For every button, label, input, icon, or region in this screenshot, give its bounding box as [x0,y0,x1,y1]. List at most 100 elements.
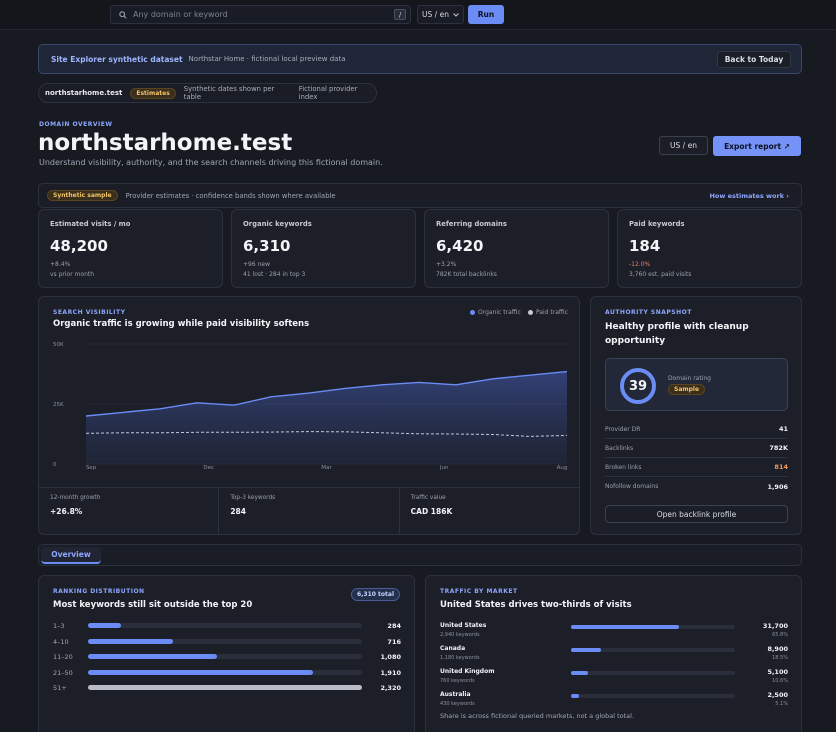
market-visits: 5,100 [767,668,788,676]
stat-value: +26.8% [50,507,83,516]
stat-growth: 12-month growth +26.8% [39,488,220,535]
kpi-sub: 3,760 est. paid visits [629,271,692,278]
search-visibility-card: SEARCH VISIBILITY Organic traffic is gro… [38,296,580,535]
banner-text: Northstar Home · fictional local preview… [188,55,346,63]
market-name: Canada [440,645,466,652]
market-keywords: 760 keywords [440,678,475,684]
ranking-bar [88,669,313,675]
stat-label: Traffic value [410,495,446,501]
ranking-overline: RANKING DISTRIBUTION [53,588,145,595]
legend-organic-label: Organic traffic [478,309,521,316]
legend-paid: Paid traffic [528,309,568,316]
ranking-title: Most keywords still sit outside the top … [53,600,253,610]
visibility-overline: SEARCH VISIBILITY [53,309,126,316]
ranking-count: 1,080 [380,653,401,661]
top-bar: Any domain or keyword / US / en Run [0,0,836,30]
x-tick-label: Jun [439,465,449,471]
authority-row: Backlinks 782K [605,439,788,458]
market-row: Australia 430 keywords 2,500 5.1% [440,691,788,713]
market-overline: TRAFFIC BY MARKET [440,588,518,595]
market-bar-track [571,648,735,652]
ranking-bucket-label: 51+ [53,684,67,692]
how-estimates-work-link[interactable]: How estimates work › [709,191,789,200]
visibility-stats: 12-month growth +26.8% Top-3 keywords 28… [39,487,579,535]
domain-rating-score: 39 [620,368,656,404]
export-report-button[interactable]: Export report ↗ [713,136,801,156]
market-row: United Kingdom 760 keywords 5,100 10.6% [440,668,788,690]
ranking-bar-track [88,654,362,659]
authority-overline: AUTHORITY SNAPSHOT [605,309,692,316]
legend-organic-swatch [470,310,475,315]
ranking-bucket-label: 11–20 [53,653,73,661]
section-tabs: Overview [38,544,802,566]
visibility-title: Organic traffic is growing while paid vi… [53,319,310,329]
x-tick-label: Aug [557,465,568,471]
run-button[interactable]: Run [468,5,504,24]
ranking-bar [88,654,217,659]
y-tick-label: 0 [53,462,57,468]
authority-row: Nofollow domains 1,906 [605,477,788,496]
ranking-count: 1,910 [380,668,401,677]
chevron-down-icon [453,12,459,17]
ranking-bar-track [88,638,362,644]
kpi-value: 48,200 [50,237,108,255]
kpi-sub: vs prior month [50,271,95,278]
kpi-delta: +96 new [243,261,270,268]
kpi-sub: 782K total backlinks [436,271,497,278]
authority-row-label: Broken links [605,463,642,471]
synthetic-sample-badge: Synthetic sample [47,190,118,201]
chip-note-provider: Fictional provider index [298,85,358,101]
banner-title: Site Explorer synthetic dataset [51,54,183,64]
kpi-value: 184 [629,237,661,255]
authority-row: Broken links 814 [605,458,788,477]
locale-select[interactable]: US / en [417,5,464,24]
chip-note-dates: Synthetic dates shown per table [183,85,275,101]
tab-overview[interactable]: Overview [41,547,101,564]
market-name: Australia [440,691,471,698]
market-note: Share is across fictional queried market… [440,712,635,720]
sample-badge: Sample [668,384,706,395]
stat-top3: Top-3 keywords 284 [219,488,400,535]
back-to-today-button[interactable]: Back to Today [717,51,791,68]
ranking-count: 2,320 [380,684,401,692]
traffic-by-market-card: TRAFFIC BY MARKET United States drives t… [425,575,802,732]
search-placeholder: Any domain or keyword [133,10,228,19]
market-share: 5.1% [775,701,788,707]
search-input[interactable]: Any domain or keyword / [110,5,411,24]
market-keywords: 1,180 keywords [440,655,480,661]
y-tick-label: 25K [53,402,64,408]
legend-organic: Organic traffic [470,309,521,316]
kpi-sub: 41 lost · 284 in top 3 [243,271,306,278]
organic-traffic-area [86,371,567,464]
kpi-value: 6,420 [436,237,484,255]
market-row: Canada 1,180 keywords 8,900 18.5% [440,645,788,667]
kpi-delta: -12.0% [629,261,651,268]
market-bar [571,694,580,698]
authority-row-value: 41 [778,425,788,433]
ranking-row: 1–3 284 [53,621,401,631]
market-bar [571,671,589,675]
market-bar-track [571,625,735,629]
total-keywords-badge: 6,310 total [350,588,400,601]
ranking-row: 11–20 1,080 [53,652,401,662]
estimates-notice: Synthetic sample Provider estimates · co… [38,183,802,208]
locale-button[interactable]: US / en [659,136,708,155]
estimates-notice-text: Provider estimates · confidence bands sh… [125,191,336,200]
market-name: United Kingdom [440,668,495,675]
open-backlink-profile-button[interactable]: Open backlink profile [605,505,788,523]
ranking-row: 4–10 716 [53,637,401,647]
market-keywords: 2,940 keywords [440,632,480,638]
domain-chip-row: northstarhome.test Estimates Synthetic d… [38,83,377,103]
authority-row-label: Backlinks [605,444,634,452]
authority-row-value: 1,906 [767,482,788,491]
ranking-bucket-label: 21–50 [53,668,73,677]
market-bar [571,625,679,629]
y-tick-label: 50K [53,342,64,348]
organic-traffic-line [85,370,568,417]
authority-row-label: Provider DR [605,425,641,433]
ranking-distribution-card: RANKING DISTRIBUTION Most keywords still… [38,575,415,732]
page-title: northstarhome.test [38,130,293,156]
stat-label: Top-3 keywords [230,495,276,501]
x-tick-label: Sep [86,465,97,471]
domain-rating-box: 39 Domain rating Sample [605,358,788,411]
